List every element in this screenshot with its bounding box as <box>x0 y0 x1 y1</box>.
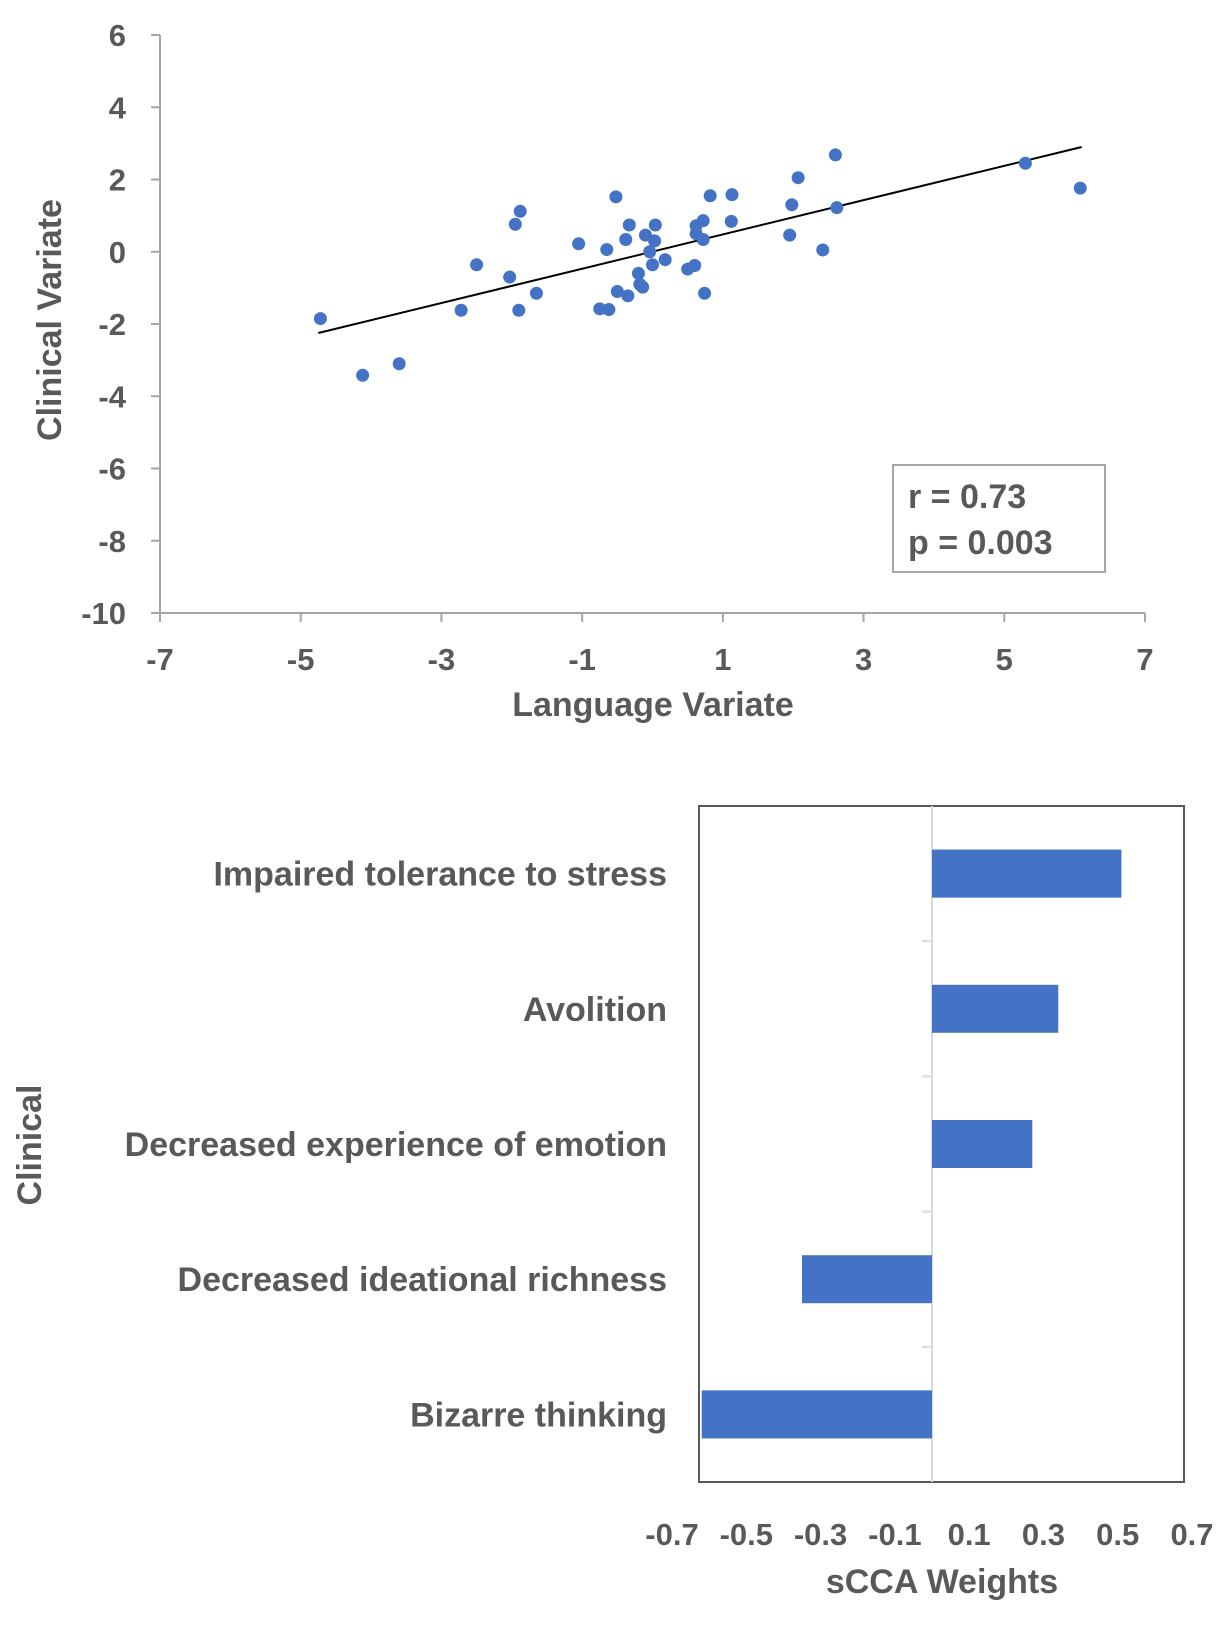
scatter-point <box>648 218 662 232</box>
scatter-point <box>609 190 623 204</box>
scatter-x-tick-label: 1 <box>714 642 731 677</box>
bar-1 <box>932 849 1122 898</box>
scatter-point <box>529 286 543 300</box>
scatter-y-tick-label: 6 <box>109 18 126 53</box>
scatter-y-tick-label: -2 <box>98 307 126 342</box>
scatter-point <box>688 258 702 272</box>
scatter-x-tick-label: 7 <box>1136 642 1153 677</box>
scatter-point <box>816 243 830 257</box>
scatter-point <box>621 289 635 303</box>
scatter-y-tick-label: -6 <box>98 452 126 487</box>
bar-chart: Impaired tolerance to stress Avolition Dec… <box>11 805 1214 1601</box>
scatter-point <box>643 245 657 259</box>
scatter-x-tick-label: -7 <box>146 642 174 677</box>
scatter-point <box>313 312 327 326</box>
scatter-y-tick-label: -4 <box>98 379 126 414</box>
scatter-points <box>313 148 1087 382</box>
bar-category-label: Avolition <box>523 991 667 1029</box>
bar-x-tick-label: -0.5 <box>720 1517 773 1552</box>
scatter-point <box>1018 156 1032 170</box>
bar-x-tick-label: 0.3 <box>1022 1517 1065 1552</box>
scatter-point <box>470 258 484 272</box>
scatter-point <box>724 214 738 228</box>
scatter-x-axis-label: Language Variate <box>512 686 794 724</box>
bar-category-label: Impaired tolerance to stress <box>213 856 667 894</box>
scatter-point <box>454 303 468 317</box>
scatter-point <box>648 234 662 248</box>
scatter-point <box>828 148 842 162</box>
bar-5 <box>701 1390 932 1439</box>
stats-annotation-frame <box>892 464 1106 573</box>
scatter-point <box>503 270 517 284</box>
scatter-point <box>646 258 659 272</box>
scatter-point <box>512 303 526 317</box>
bar-x-tick-label: 0.1 <box>948 1517 991 1552</box>
scatter-point <box>785 198 799 212</box>
scatter-x-tick-label: -3 <box>428 642 456 677</box>
scatter-x-tick-label: -5 <box>287 642 315 677</box>
scatter-point <box>725 188 739 202</box>
scatter-y-tick-label: 2 <box>109 163 126 198</box>
stats-r-value: r = 0.73 <box>908 478 1026 516</box>
bar-3 <box>932 1120 1033 1168</box>
stats-annotation-box: r = 0.73 p = 0.003 <box>892 464 1106 573</box>
scatter-y-tick-label: 0 <box>109 235 126 270</box>
scatter-point <box>658 253 672 267</box>
scatter-point <box>783 228 797 242</box>
scatter-point <box>696 232 710 246</box>
scatter-point <box>791 171 805 185</box>
scatter-point <box>636 280 650 294</box>
scatter-point <box>392 357 406 371</box>
bar-x-tick-label: 0.5 <box>1096 1517 1139 1552</box>
bar-x-tick-label: -0.1 <box>868 1517 921 1552</box>
scatter-point <box>619 232 633 246</box>
bar-category-labels: Impaired tolerance to stress Avolition Dec… <box>125 856 667 1435</box>
scatter-point <box>622 218 636 232</box>
scatter-point <box>572 237 586 251</box>
scatter-y-axis-label: Clinical Variate <box>31 199 69 441</box>
bar-x-tick-label: 0.7 <box>1170 1517 1213 1552</box>
scatter-x-tick-labels: -7 -5 -3 -1 1 3 5 7 <box>146 642 1153 677</box>
bar-x-axis-label: sCCA Weights <box>826 1563 1058 1601</box>
bar-category-label: Decreased ideational richness <box>178 1261 667 1299</box>
scatter-x-tick-label: 3 <box>855 642 872 677</box>
scatter-point <box>600 243 614 257</box>
scatter-y-tick-label: -8 <box>98 524 126 559</box>
bar-category-label: Bizarre thinking <box>410 1396 667 1434</box>
scatter-point <box>631 266 645 280</box>
bar-x-tick-label: -0.7 <box>645 1517 698 1552</box>
scatter-point <box>1073 181 1087 195</box>
scatter-point <box>356 368 370 382</box>
scatter-point <box>508 217 522 231</box>
bar-x-tick-labels: -0.7 -0.5 -0.3 -0.1 0.1 0.3 0.5 0.7 <box>645 1517 1213 1552</box>
stats-p-value: p = 0.003 <box>908 524 1053 562</box>
bar-category-label: Decreased experience of emotion <box>125 1126 667 1164</box>
scatter-x-tick-label: 5 <box>996 642 1013 677</box>
scatter-point <box>602 303 616 317</box>
scatter-point <box>830 201 844 215</box>
scatter-point <box>703 189 717 203</box>
bar-4 <box>802 1255 932 1304</box>
scatter-point <box>698 286 712 300</box>
bar-x-tick-label: -0.3 <box>794 1517 847 1552</box>
scatter-y-tick-label: 4 <box>109 90 127 125</box>
scatter-axes <box>151 34 1146 622</box>
bar-y-axis-label: Clinical <box>11 1085 49 1206</box>
scatter-chart: 6 4 2 0 -2 -4 -6 -8 -10 -7 -5 -3 -1 1 3 5 7 Clinical Va… <box>31 18 1154 724</box>
bar-2 <box>932 984 1059 1033</box>
scatter-point <box>513 204 527 218</box>
scatter-y-tick-labels: 6 4 2 0 -2 -4 -6 -8 -10 <box>81 18 127 631</box>
bar-bars <box>701 849 1122 1439</box>
scatter-point <box>696 214 710 228</box>
scatter-y-tick-label: -10 <box>81 596 126 631</box>
scatter-point <box>610 284 624 298</box>
scatter-x-tick-label: -1 <box>568 642 596 677</box>
